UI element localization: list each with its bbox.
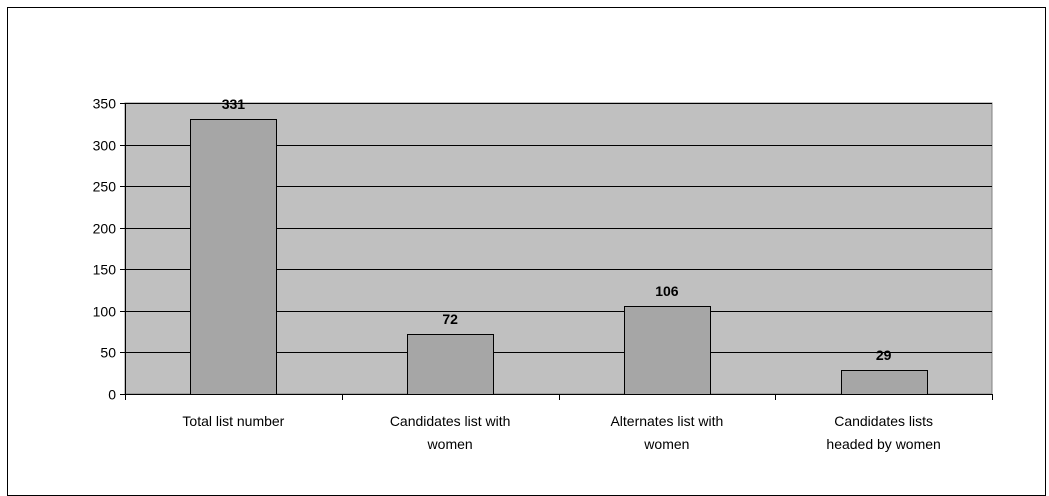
data-label-3: 106 [655,283,679,299]
bar-2 [407,334,494,395]
x-tick-label-3: Alternates list with women [610,413,723,452]
y-tick-label: 50 [100,345,116,361]
bar-3 [624,306,711,395]
x-tick-label-line: Candidates lists [834,413,933,429]
bar-4 [841,370,928,395]
y-tick-label: 250 [93,179,117,195]
y-tick-label: 300 [93,138,117,154]
y-tick-label: 350 [93,96,117,112]
data-label-2: 72 [442,311,458,327]
x-tick-label-line: headed by women [826,436,940,452]
y-tick-label: 150 [93,262,117,278]
x-tick-label-line: women [427,436,473,452]
y-tick-label: 200 [93,221,117,237]
x-tick-label-line: Total list number [182,413,284,429]
y-tick-label: 100 [93,304,117,320]
x-tick-label-4: Candidates lists headed by women [826,413,940,452]
x-tick-label-line: Alternates list with [610,413,723,429]
y-tick-label: 0 [108,387,116,403]
x-tick-label-line: women [643,436,689,452]
x-tick-label-2: Candidates list with women [390,413,511,452]
x-tick-label-line: Candidates list with [390,413,511,429]
bar-1 [190,119,277,395]
x-tick-label-1: Total list number [182,413,284,429]
data-label-4: 29 [876,347,892,363]
data-label-1: 331 [222,96,246,112]
